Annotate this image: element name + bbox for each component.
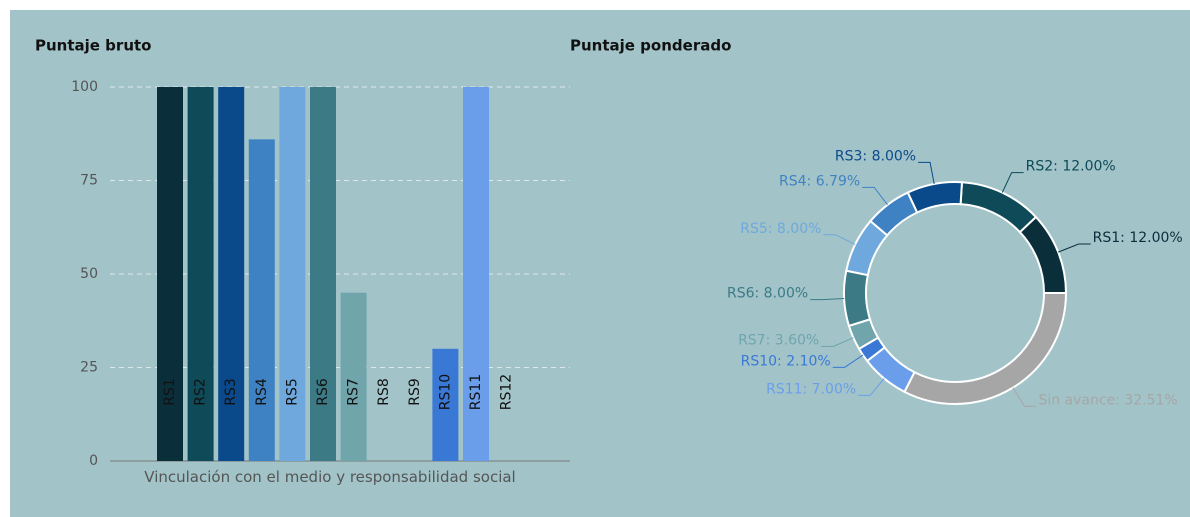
slice-label: RS4: 6.79% — [779, 173, 860, 189]
leader-line — [821, 337, 854, 348]
bar-category-label: RS8 — [376, 378, 392, 406]
bar-category-label: RS12 — [499, 374, 515, 410]
leader-line — [832, 354, 864, 368]
bar — [310, 87, 336, 461]
slice-label: RS5: 8.00% — [740, 221, 821, 237]
bar-category-label: RS11 — [468, 374, 484, 410]
bar — [157, 87, 183, 461]
bar — [248, 139, 275, 462]
bar-category-label: RS1 — [162, 378, 178, 406]
y-tick-label: 0 — [89, 453, 98, 469]
leader-line — [858, 378, 885, 396]
leader-line — [1012, 387, 1037, 407]
bar-category-label: RS3 — [223, 378, 239, 406]
slice-label: RS11: 7.00% — [766, 381, 856, 397]
bar-category-label: RS6 — [315, 378, 331, 406]
bar-category-label: RS2 — [193, 378, 209, 406]
donut-slice — [903, 292, 1068, 405]
bar — [187, 87, 214, 461]
bar-category-label: RS5 — [284, 378, 300, 406]
leader-line — [918, 161, 935, 185]
bar — [279, 87, 306, 461]
bar-category-label: RS7 — [346, 378, 362, 406]
slice-label: RS10: 2.10% — [741, 353, 831, 369]
slice-label: RS3: 8.00% — [835, 148, 916, 164]
bar — [340, 292, 367, 461]
leader-line — [810, 298, 845, 301]
leader-line — [823, 234, 856, 245]
slice-label: RS2: 12.00% — [1026, 159, 1116, 175]
leader-line — [1058, 243, 1091, 253]
y-tick-label: 100 — [71, 79, 98, 95]
pie-title: Puntaje ponderado — [570, 37, 731, 55]
slice-label: RS7: 3.60% — [738, 333, 819, 349]
y-tick-label: 25 — [80, 360, 98, 376]
leader-line — [862, 186, 888, 206]
bar — [218, 87, 245, 461]
bar-category-label: RS4 — [254, 378, 270, 406]
x-axis-label: Vinculación con el medio y responsabilid… — [144, 468, 516, 486]
slice-label: RS6: 8.00% — [727, 286, 808, 302]
bar — [432, 348, 459, 461]
bar-category-label: RS9 — [407, 378, 423, 406]
y-tick-label: 50 — [80, 266, 98, 282]
y-tick-label: 75 — [80, 173, 98, 189]
bar-title: Puntaje bruto — [35, 37, 151, 55]
slice-label: Sin avance: 32.51% — [1038, 392, 1177, 408]
bar — [463, 87, 489, 461]
slice-label: RS1: 12.00% — [1093, 230, 1183, 246]
leader-line — [1001, 172, 1024, 193]
panel — [10, 10, 1190, 517]
donut-slice — [843, 269, 872, 328]
bar-category-label: RS10 — [437, 374, 453, 410]
